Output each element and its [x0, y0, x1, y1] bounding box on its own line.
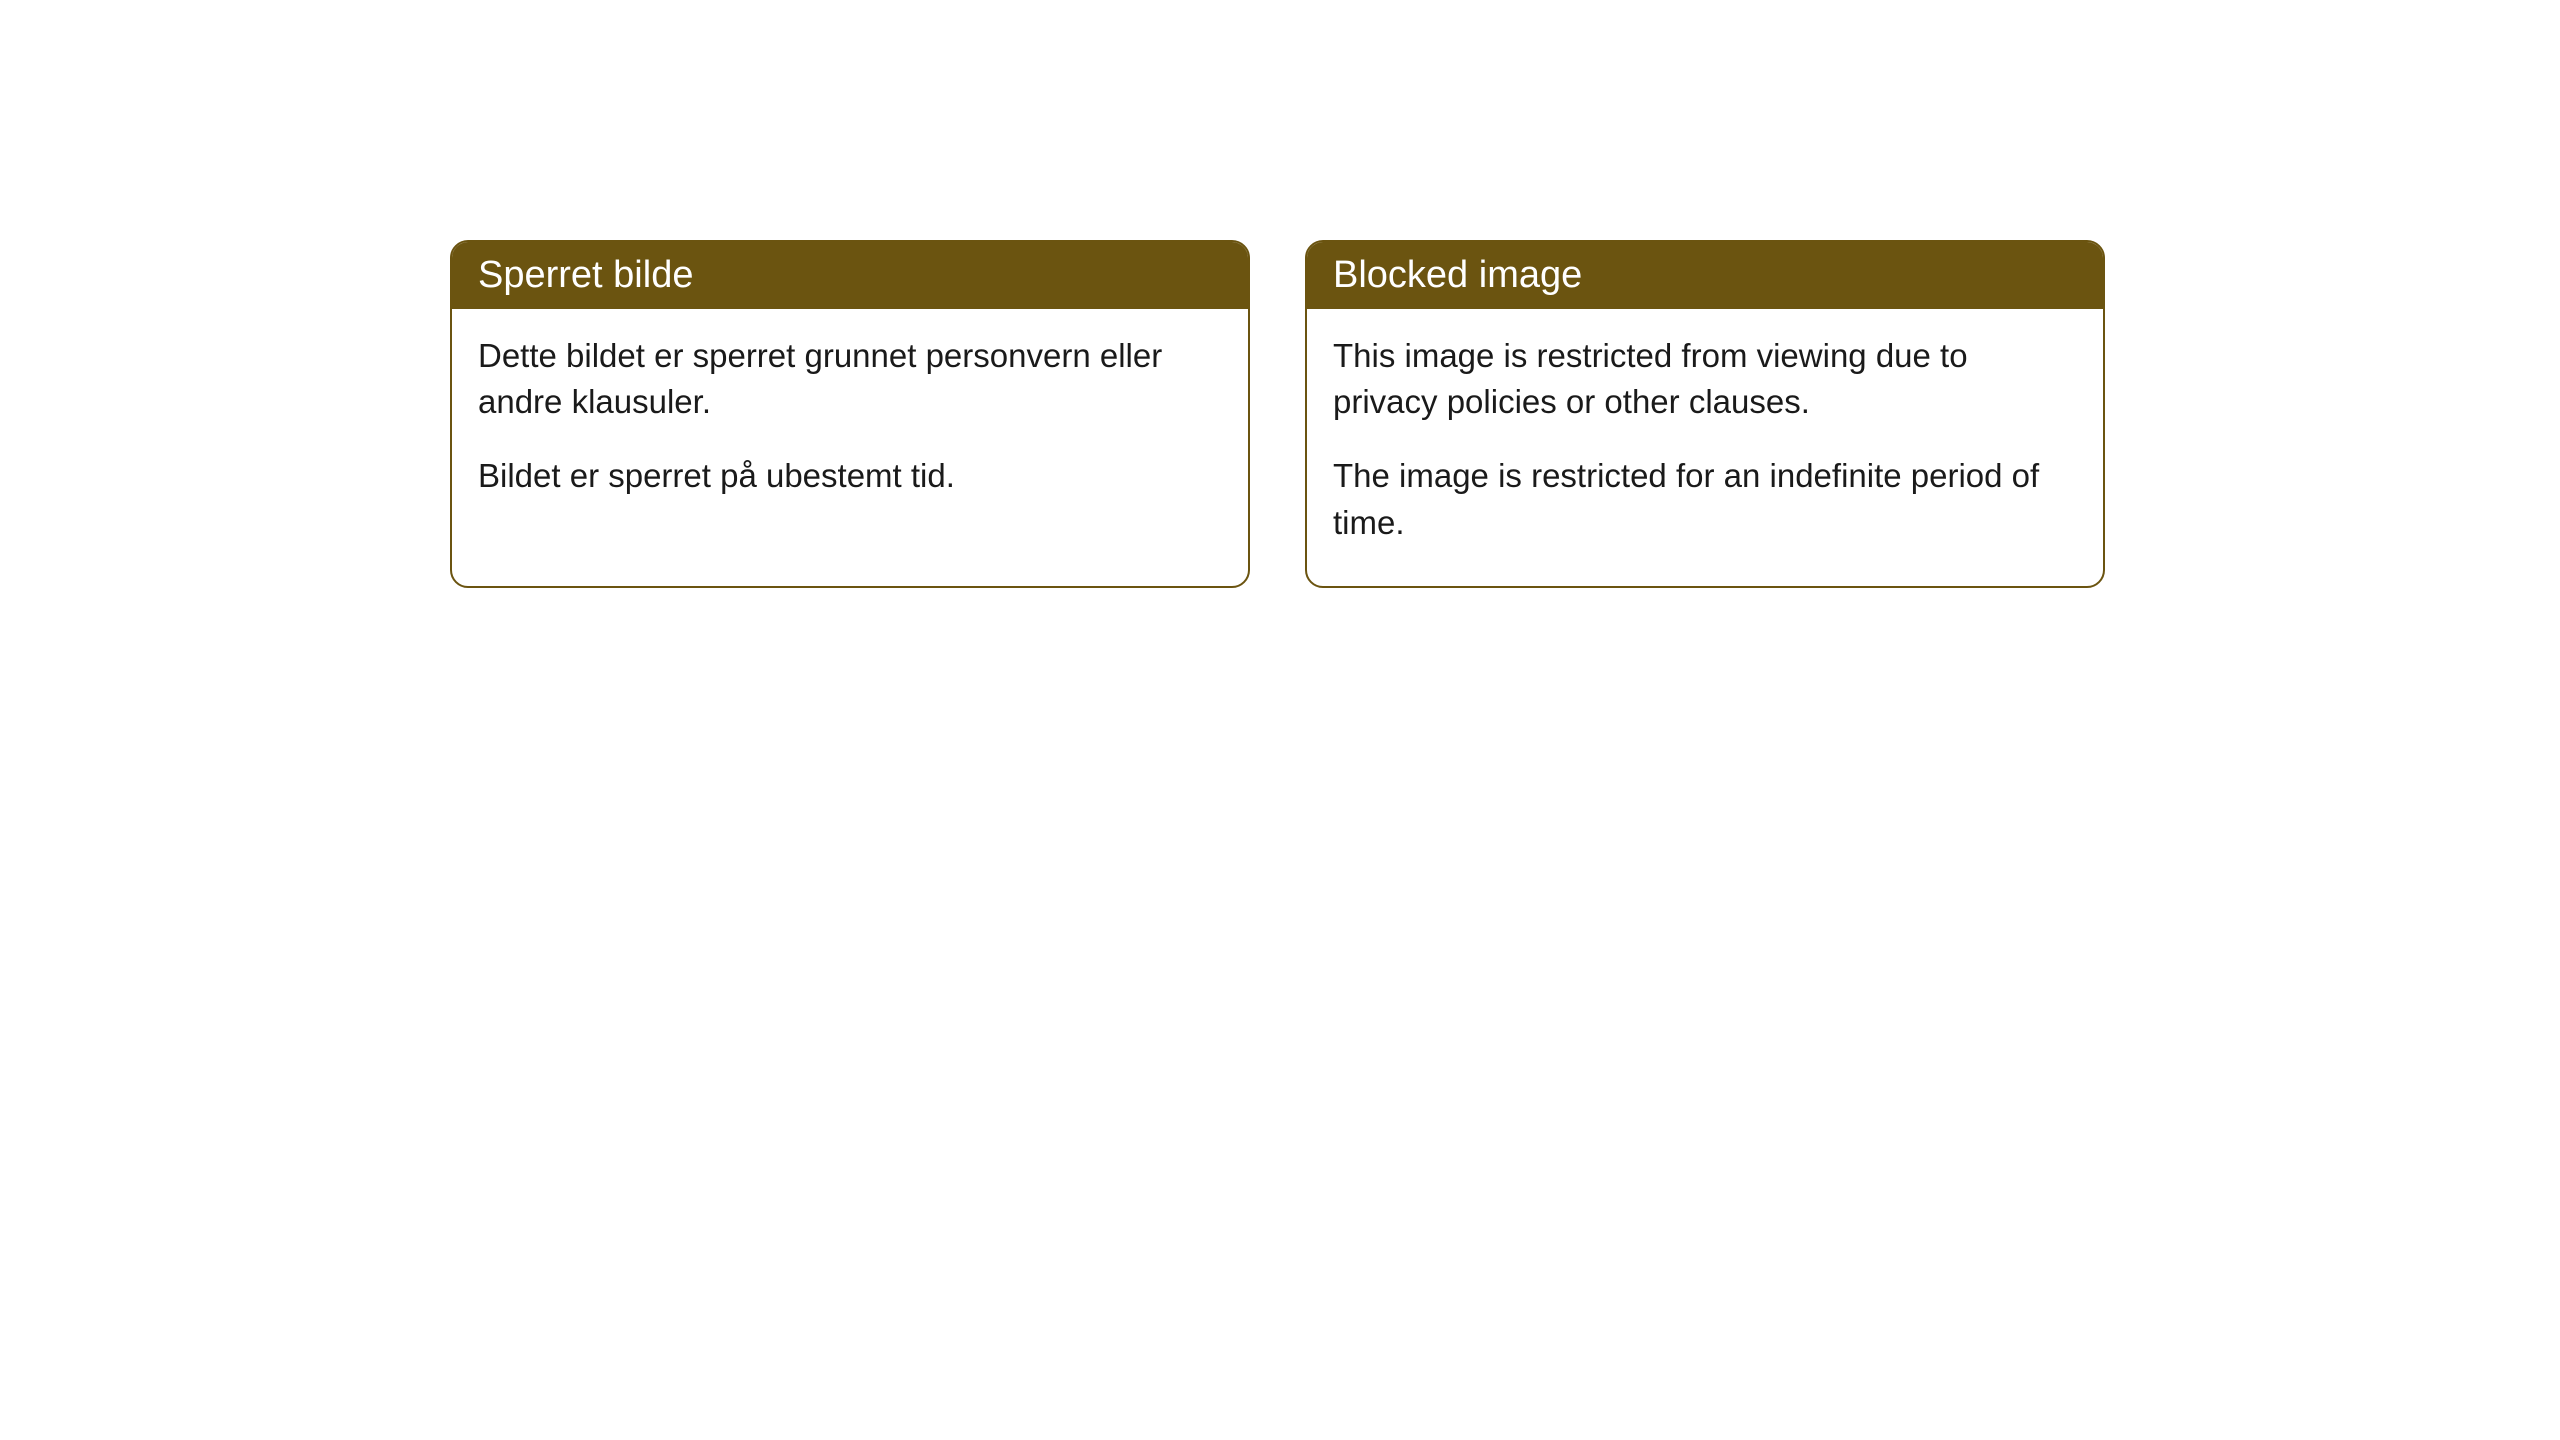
- card-paragraph: Dette bildet er sperret grunnet personve…: [478, 333, 1222, 425]
- notice-cards-container: Sperret bilde Dette bildet er sperret gr…: [450, 240, 2110, 588]
- card-body-norwegian: Dette bildet er sperret grunnet personve…: [452, 309, 1248, 540]
- notice-card-english: Blocked image This image is restricted f…: [1305, 240, 2105, 588]
- notice-card-norwegian: Sperret bilde Dette bildet er sperret gr…: [450, 240, 1250, 588]
- card-paragraph: Bildet er sperret på ubestemt tid.: [478, 453, 1222, 499]
- card-header-english: Blocked image: [1307, 242, 2103, 309]
- card-title: Sperret bilde: [478, 254, 693, 296]
- card-paragraph: This image is restricted from viewing du…: [1333, 333, 2077, 425]
- card-paragraph: The image is restricted for an indefinit…: [1333, 453, 2077, 545]
- card-header-norwegian: Sperret bilde: [452, 242, 1248, 309]
- card-title: Blocked image: [1333, 254, 1582, 296]
- card-body-english: This image is restricted from viewing du…: [1307, 309, 2103, 586]
